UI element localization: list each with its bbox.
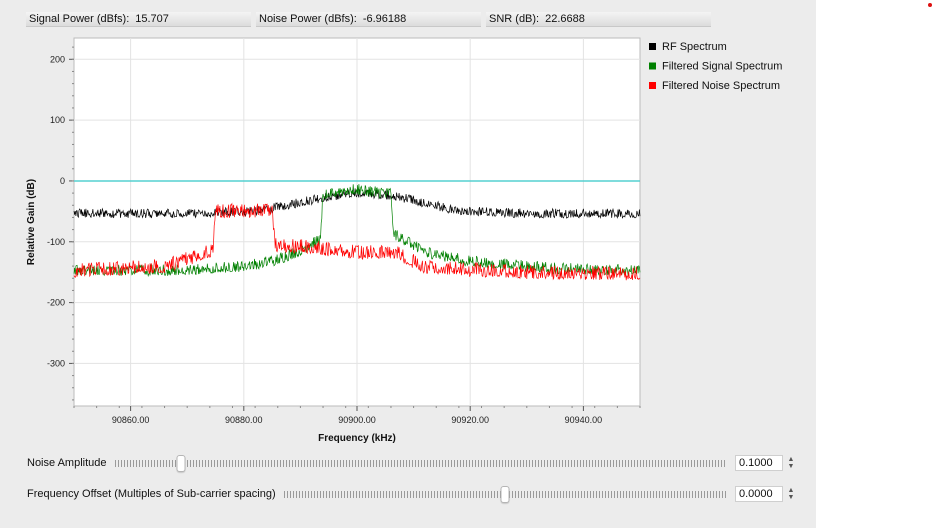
signal-power-value: 15.707	[135, 13, 169, 25]
frequency-offset-slider-thumb[interactable]	[500, 486, 510, 503]
x-tick-label: 90940.00	[565, 415, 603, 425]
grid-lines	[74, 38, 640, 406]
y-tick-label: -100	[47, 237, 65, 247]
signal-power-label: Signal Power (dBfs):	[29, 13, 130, 25]
y-axis-label: Relative Gain (dB)	[26, 179, 37, 265]
legend-swatch	[649, 62, 656, 70]
x-tick-label: 90880.00	[225, 415, 263, 425]
noise-amplitude-value: 0.1000	[739, 457, 773, 469]
noise-power-label: Noise Power (dBfs):	[259, 13, 357, 25]
y-axis-ticks: 200 100 0 -100 -200 -300	[47, 46, 74, 401]
legend-entry: Filtered Noise Spectrum	[662, 80, 780, 92]
y-tick-label: 100	[50, 115, 65, 125]
y-tick-label: 0	[60, 176, 65, 186]
frequency-offset-spinbox[interactable]: 0.0000	[735, 486, 783, 502]
series-line-2	[73, 202, 641, 281]
signal-power-readout: Signal Power (dBfs): 15.707	[26, 12, 251, 27]
noise-power-readout: Noise Power (dBfs): -6.96188	[256, 12, 481, 27]
noise-amplitude-label: Noise Amplitude	[27, 457, 107, 469]
frequency-offset-row: Frequency Offset (Multiples of Sub-carri…	[27, 485, 797, 503]
noise-amplitude-stepper-icon[interactable]: ▲ ▼	[787, 456, 795, 470]
frequency-offset-stepper-icon[interactable]: ▲ ▼	[787, 487, 795, 501]
noise-amplitude-spinbox[interactable]: 0.1000	[735, 455, 783, 471]
spectrum-plot[interactable]: 200 100 0 -100 -200 -300 90860.00 90880.00 9090…	[22, 30, 818, 450]
x-tick-label: 90860.00	[112, 415, 150, 425]
x-axis-label: Frequency (kHz)	[318, 433, 396, 444]
noise-amplitude-row: Noise Amplitude 0.1000 ▲ ▼	[27, 454, 797, 472]
noise-amplitude-slider-thumb[interactable]	[176, 455, 186, 472]
y-tick-label: 200	[50, 54, 65, 64]
snr-label: SNR (dB):	[489, 13, 540, 25]
legend: RF Spectrum Filtered Signal Spectrum Filte…	[649, 41, 782, 92]
noise-amplitude-slider[interactable]	[114, 455, 727, 472]
snr-readout: SNR (dB): 22.6688	[486, 12, 711, 27]
frequency-offset-label: Frequency Offset (Multiples of Sub-carri…	[27, 488, 276, 500]
legend-swatch	[649, 43, 656, 50]
series-line-0	[73, 188, 641, 219]
frequency-offset-slider[interactable]	[283, 486, 727, 503]
series-layer	[73, 184, 641, 281]
y-tick-label: -300	[47, 358, 65, 368]
spectrum-chart[interactable]: 200 100 0 -100 -200 -300 90860.00 90880.00 9090…	[22, 30, 818, 450]
x-tick-label: 90900.00	[338, 415, 376, 425]
legend-entry: RF Spectrum	[662, 41, 727, 53]
x-axis-ticks: 90860.00 90880.00 90900.00 90920.00 90940.00	[73, 406, 641, 425]
legend-entry: Filtered Signal Spectrum	[662, 61, 782, 73]
noise-power-value: -6.96188	[362, 13, 407, 25]
record-indicator-icon	[928, 3, 932, 7]
frequency-offset-value: 0.0000	[739, 488, 773, 500]
x-tick-label: 90920.00	[451, 415, 489, 425]
app-window: Signal Power (dBfs): 15.707 Noise Power …	[0, 0, 816, 528]
y-tick-label: -200	[47, 298, 65, 308]
legend-swatch	[649, 82, 656, 89]
snr-value: 22.6688	[545, 13, 585, 25]
